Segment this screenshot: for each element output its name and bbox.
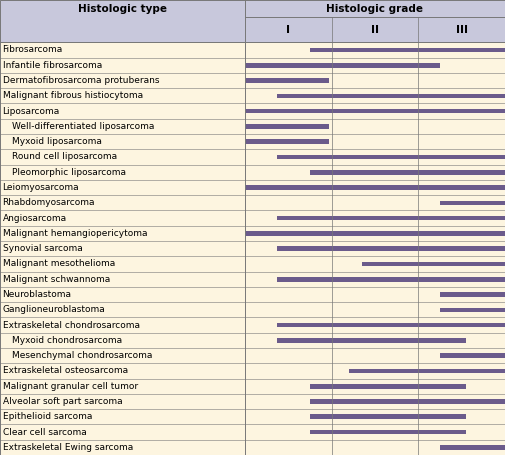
Text: Fibrosarcoma: Fibrosarcoma (3, 46, 63, 55)
Bar (440, 201, 505, 205)
Text: Mesenchymal chondrosarcoma: Mesenchymal chondrosarcoma (12, 351, 152, 360)
Text: Malignant granular cell tumor: Malignant granular cell tumor (3, 382, 138, 391)
Bar (310, 399, 505, 404)
Bar (440, 354, 505, 358)
Text: III: III (456, 25, 468, 35)
Bar (277, 155, 505, 159)
Bar (277, 94, 505, 98)
Text: Angiosarcoma: Angiosarcoma (3, 213, 67, 222)
Text: Round cell liposarcoma: Round cell liposarcoma (12, 152, 117, 162)
Text: Leiomyosarcoma: Leiomyosarcoma (3, 183, 79, 192)
Text: Extraskeletal chondrosarcoma: Extraskeletal chondrosarcoma (3, 321, 139, 329)
Text: Myxoid chondrosarcoma: Myxoid chondrosarcoma (12, 336, 122, 345)
Text: Myxoid liposarcoma: Myxoid liposarcoma (12, 137, 102, 146)
Bar (245, 78, 329, 83)
Bar (277, 338, 466, 343)
Text: Extraskeletal Ewing sarcoma: Extraskeletal Ewing sarcoma (3, 443, 133, 452)
Bar (277, 323, 505, 328)
Bar (310, 415, 466, 419)
Bar (440, 292, 505, 297)
Bar (310, 384, 466, 389)
Text: Histologic type: Histologic type (78, 4, 167, 14)
Text: Pleomorphic liposarcoma: Pleomorphic liposarcoma (12, 168, 126, 177)
Text: Malignant fibrous histiocytoma: Malignant fibrous histiocytoma (3, 91, 142, 100)
Bar (440, 308, 505, 312)
Bar (277, 216, 505, 220)
Bar (245, 231, 505, 236)
Bar (440, 445, 505, 450)
Bar (277, 246, 505, 251)
Bar (245, 0, 505, 17)
Text: Infantile fibrosarcoma: Infantile fibrosarcoma (3, 61, 102, 70)
Text: Synovial sarcoma: Synovial sarcoma (3, 244, 82, 253)
Bar (349, 369, 505, 373)
Text: Malignant hemangiopericytoma: Malignant hemangiopericytoma (3, 229, 147, 238)
Text: Malignant mesothelioma: Malignant mesothelioma (3, 259, 115, 268)
Bar (245, 17, 505, 42)
Bar (245, 139, 329, 144)
Text: Histologic grade: Histologic grade (326, 4, 424, 14)
Bar (0, 0, 245, 42)
Bar (310, 170, 505, 175)
Text: I: I (286, 25, 290, 35)
Bar (245, 63, 440, 67)
Text: Extraskeletal osteosarcoma: Extraskeletal osteosarcoma (3, 366, 128, 375)
Bar (277, 277, 505, 282)
Text: Dermatofibrosarcoma protuberans: Dermatofibrosarcoma protuberans (3, 76, 159, 85)
Text: II: II (371, 25, 379, 35)
Text: Liposarcoma: Liposarcoma (3, 106, 60, 116)
Text: Clear cell sarcoma: Clear cell sarcoma (3, 428, 86, 437)
Bar (310, 430, 466, 435)
Text: Alveolar soft part sarcoma: Alveolar soft part sarcoma (3, 397, 122, 406)
Bar (310, 48, 505, 52)
Text: Malignant schwannoma: Malignant schwannoma (3, 275, 110, 284)
Text: Neuroblastoma: Neuroblastoma (3, 290, 72, 299)
Bar (245, 109, 505, 113)
Text: Epithelioid sarcoma: Epithelioid sarcoma (3, 412, 92, 421)
Text: Ganglioneuroblastoma: Ganglioneuroblastoma (3, 305, 105, 314)
Bar (362, 262, 505, 266)
Bar (245, 185, 505, 190)
Text: Well-differentiated liposarcoma: Well-differentiated liposarcoma (12, 122, 154, 131)
Bar (245, 124, 329, 129)
Text: Rhabdomyosarcoma: Rhabdomyosarcoma (3, 198, 95, 207)
